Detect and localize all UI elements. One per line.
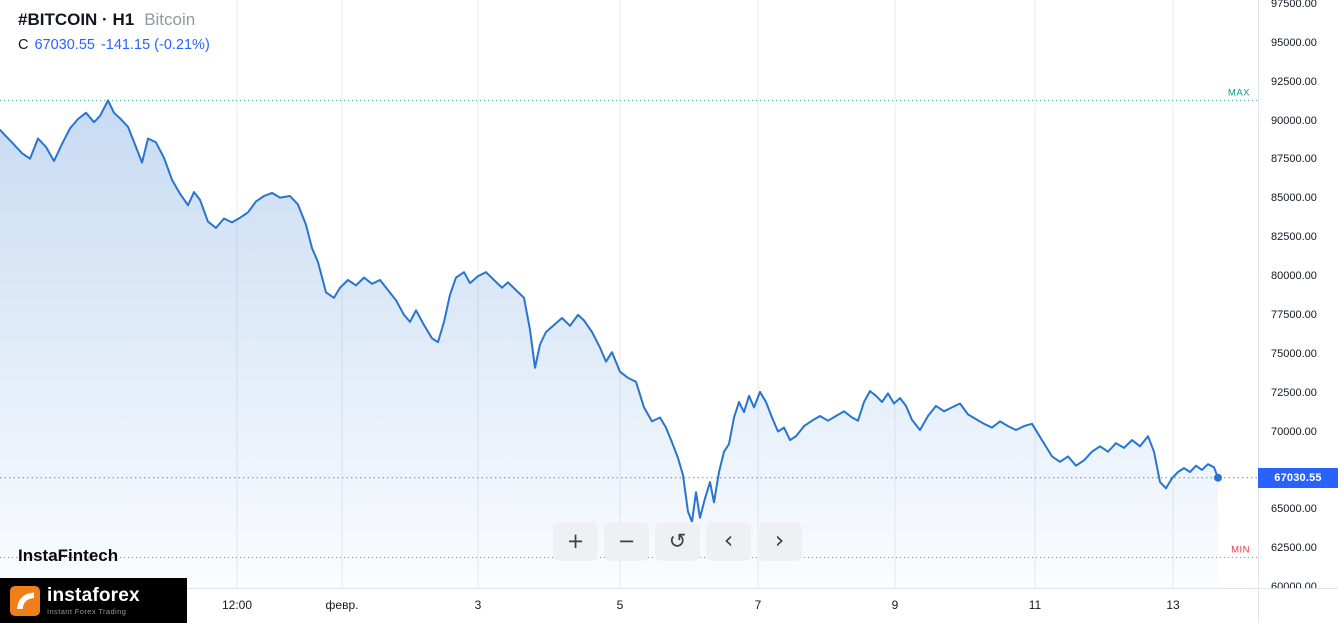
chart-legend: #BITCOIN · H1 Bitcoin C 67030.55 -141.15 (-…: [18, 10, 210, 53]
scroll-left-button[interactable]: ‹: [706, 522, 751, 561]
logo-brand: instaforex: [47, 584, 140, 606]
scroll-right-button[interactable]: ›: [757, 522, 802, 561]
time-axis-label: 9: [891, 598, 899, 612]
min-marker-label: MIN: [1231, 544, 1250, 555]
price-axis-label: 72500.00: [1271, 386, 1317, 399]
chevron-left-icon: ‹: [723, 526, 734, 554]
price-axis-label: 85000.00: [1271, 192, 1317, 205]
chevron-right-icon: ›: [774, 526, 785, 554]
chart-toolbar: + − ↺ ‹ ›: [553, 522, 802, 561]
zoom-out-button[interactable]: −: [604, 522, 649, 561]
time-axis-label: 11: [1028, 598, 1042, 612]
time-axis-label: 3: [474, 598, 482, 612]
time-axis-label: 12:00: [221, 598, 253, 612]
last-price-dot: [1214, 473, 1222, 482]
time-axis-label: 5: [616, 598, 624, 612]
area-series-line: [0, 99, 1219, 523]
price-axis-label: 62500.00: [1271, 542, 1317, 555]
time-axis-label: февр.: [325, 598, 359, 612]
last-price-value: 67030.55: [34, 37, 95, 53]
price-scale[interactable]: 97500.00 95000.00 92500.00 90000.00 87500.00…: [1258, 0, 1338, 593]
instaforex-logo: instaforex Instant Forex Trading: [0, 578, 187, 623]
logo-text: instaforex Instant Forex Trading: [47, 586, 140, 616]
watermark-text: InstaFintech: [18, 546, 119, 565]
price-axis-label: 90000.00: [1271, 114, 1317, 127]
price-axis-label: 82500.00: [1271, 231, 1317, 244]
price-axis-label: 80000.00: [1271, 270, 1317, 283]
reset-icon: ↺: [668, 529, 687, 553]
price-axis-label: 97500.00: [1271, 0, 1317, 10]
price-chart[interactable]: MAX MIN: [0, 0, 1258, 588]
price-axis-label: 87500.00: [1271, 153, 1317, 166]
max-marker-label: MAX: [1228, 87, 1250, 98]
instaforex-logo-icon: [10, 585, 40, 616]
logo-tagline: Instant Forex Trading: [47, 606, 127, 616]
scale-corner: [1258, 588, 1338, 623]
last-price-badge: 67030.55: [1258, 467, 1338, 488]
price-axis-label: 75000.00: [1271, 347, 1317, 360]
price-axis-label: 77500.00: [1271, 308, 1317, 321]
time-scale[interactable]: 12:00 февр. 3 5 7 9 11 13: [0, 588, 1258, 623]
time-axis-label: 13: [1166, 598, 1180, 612]
ohlc-label: C: [18, 37, 29, 53]
price-change-value: -141.15 (-0.21%): [100, 37, 210, 53]
reset-view-button[interactable]: ↺: [655, 522, 700, 561]
symbol-description: Bitcoin: [144, 10, 196, 29]
symbol-title[interactable]: #BITCOIN · H1: [18, 10, 135, 29]
time-axis-label: 7: [754, 598, 762, 612]
minus-icon: −: [617, 529, 636, 553]
price-axis-label: 65000.00: [1271, 503, 1317, 516]
price-axis-label: 92500.00: [1271, 75, 1317, 88]
plus-icon: +: [566, 529, 585, 553]
zoom-in-button[interactable]: +: [553, 522, 598, 561]
price-axis-label: 95000.00: [1271, 36, 1317, 49]
price-axis-label: 70000.00: [1271, 425, 1317, 438]
